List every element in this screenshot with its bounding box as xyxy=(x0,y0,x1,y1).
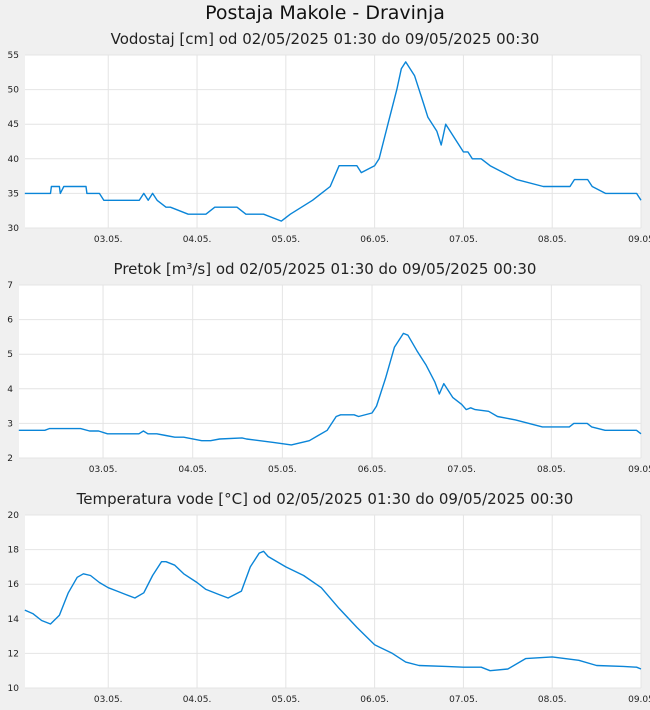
y-tick-label: 16 xyxy=(8,580,20,590)
x-tick-label: 08.05. xyxy=(537,465,566,475)
y-tick-label: 10 xyxy=(8,684,20,694)
y-tick-label: 45 xyxy=(8,120,19,130)
y-tick-label: 35 xyxy=(8,189,19,199)
chart-vodostaj: 30 35 40 45 50 55 03.05. 04.05. 05.05. 06.05. 07.0… xyxy=(8,51,650,245)
x-tick-label: 07.05. xyxy=(447,465,476,475)
x-tick-label: 05.05. xyxy=(268,465,297,475)
y-tick-label: 30 xyxy=(8,224,20,234)
x-tick-label: 05.05. xyxy=(272,695,301,705)
x-tick-label: 08.05. xyxy=(538,695,567,705)
x-tick-label: 03.05. xyxy=(89,465,118,475)
x-tick-label: 05.05. xyxy=(272,235,301,245)
y-tick-label: 6 xyxy=(7,316,13,326)
y-tick-label: 2 xyxy=(7,454,13,464)
series-line xyxy=(24,61,642,222)
x-tick-label: 07.05. xyxy=(449,235,478,245)
x-tick-label: 06.05. xyxy=(358,465,387,475)
y-tick-label: 55 xyxy=(8,51,19,61)
y-tick-label: 4 xyxy=(7,385,13,395)
plot-area xyxy=(25,55,641,228)
y-tick-label: 18 xyxy=(8,546,20,556)
y-tick-label: 50 xyxy=(8,86,20,96)
x-tick-label: 04.05. xyxy=(183,695,212,705)
x-tick-label: 04.05. xyxy=(183,235,212,245)
x-tick-label: 09.05 xyxy=(628,465,650,475)
y-tick-label: 12 xyxy=(8,649,19,659)
chart-title-temperatura: Temperatura vode [°C] od 02/05/2025 01:3… xyxy=(76,490,574,508)
x-tick-label: 09.05 xyxy=(628,695,650,705)
y-tick-label: 14 xyxy=(8,615,20,625)
y-tick-label: 20 xyxy=(8,511,20,521)
x-tick-label: 09.05 xyxy=(628,235,650,245)
chart-temperatura: 10 12 14 16 18 20 03.05. 04.05. 05.05. 06.05. 07.0… xyxy=(8,511,650,705)
y-tick-label: 5 xyxy=(7,350,13,360)
x-tick-label: 03.05. xyxy=(94,695,123,705)
chart-pretok: 2 3 4 5 6 7 03.05. 04.05. 05.05. 06.05. 07.05. 08.0… xyxy=(7,281,650,475)
series-line xyxy=(24,550,642,672)
plot-area xyxy=(19,285,641,458)
x-tick-label: 04.05. xyxy=(178,465,207,475)
chart-title-vodostaj: Vodostaj [cm] od 02/05/2025 01:30 do 09/… xyxy=(110,30,540,48)
x-tick-label: 08.05. xyxy=(538,235,567,245)
y-tick-label: 7 xyxy=(7,281,13,291)
y-tick-label: 3 xyxy=(7,419,13,429)
series-line xyxy=(18,332,642,446)
x-tick-label: 07.05. xyxy=(449,695,478,705)
x-tick-label: 03.05. xyxy=(94,235,123,245)
x-tick-label: 06.05. xyxy=(360,695,389,705)
page-title: Postaja Makole - Dravinja xyxy=(205,2,445,24)
y-tick-label: 40 xyxy=(8,155,20,165)
x-tick-label: 06.05. xyxy=(360,235,389,245)
chart-title-pretok: Pretok [m³/s] od 02/05/2025 01:30 do 09/… xyxy=(113,260,537,278)
